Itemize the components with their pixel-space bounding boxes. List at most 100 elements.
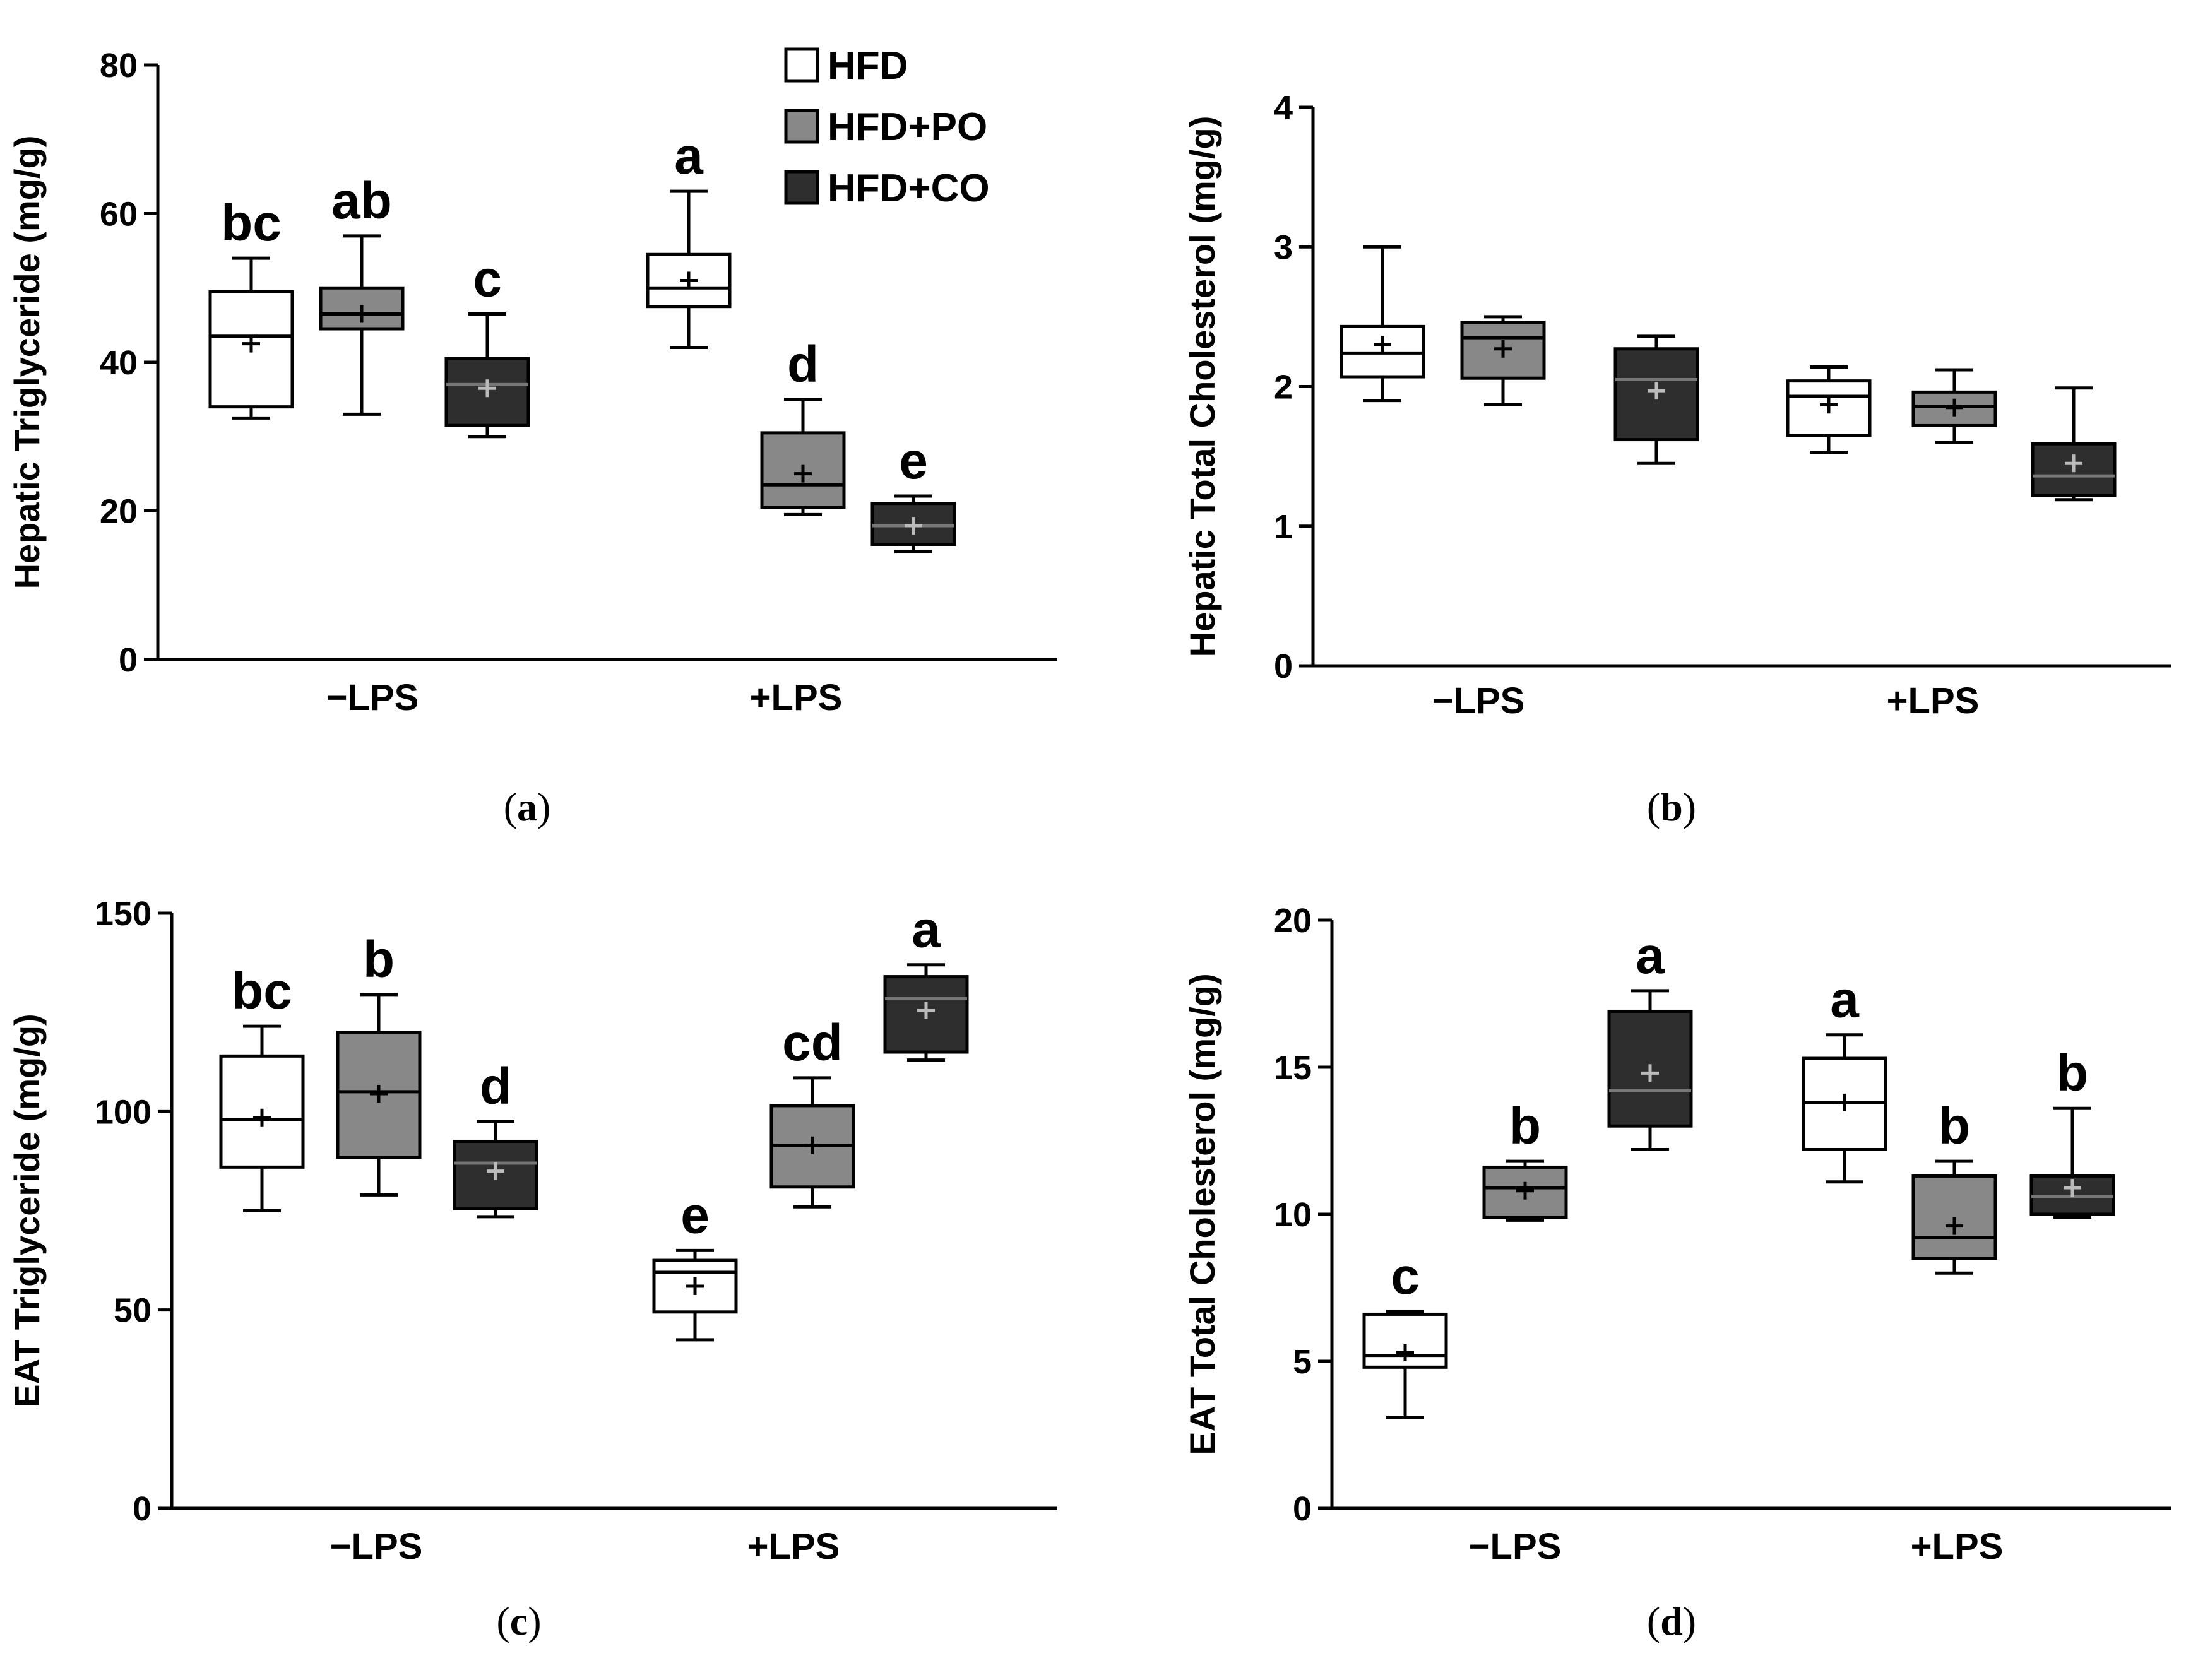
y-tick-label: 20 [1274,902,1312,940]
box-hfd-plus-lps: a [1802,971,1887,1184]
mean-marker [917,1002,935,1020]
mean-marker [1946,1217,1963,1235]
y-tick-label: 0 [133,1490,151,1528]
y-tick-label: 4 [1274,89,1293,127]
box-hfd-po-minus-lps: b [1482,1097,1568,1222]
mean-marker [1820,396,1838,414]
legend-swatch [784,170,819,205]
box-hfd-po-minus-lps [1460,315,1546,406]
y-tick-label: 50 [114,1292,151,1330]
significance-letter: ab [331,172,392,230]
significance-letter: bc [221,194,282,252]
mean-marker [686,1277,704,1295]
box-hfd-co-minus-lps [1613,334,1699,465]
y-tick-label: 0 [1274,648,1293,685]
x-group-label: +LPS [747,1526,840,1567]
significance-letter: b [2057,1044,2088,1102]
panel-b: 0 1 2 3 4 Hepatic Total Cholesterol (mg/g) −LP… [1182,89,2171,829]
box-hfd-minus-lps: bc [208,194,294,420]
y-tick-label: 60 [100,196,138,234]
panel-caption-letter: b [1660,784,1683,829]
y-tick-label: 150 [95,895,151,933]
y-tick-label: 15 [1274,1049,1312,1087]
mean-marker [1946,398,1963,417]
significance-letter: e [899,432,928,490]
box-hfd-po-minus-lps: ab [319,172,405,416]
panel-caption-letter: c [510,1599,528,1643]
x-group-label: +LPS [750,677,843,718]
significance-letter: b [1939,1097,1970,1155]
significance-letter: cd [782,1014,843,1072]
y-axis-title: Hepatic Total Cholesterol (mg/g) [1182,116,1222,658]
y-tick-label: 20 [100,493,138,531]
y-tick-label: 0 [1293,1490,1312,1528]
box-hfd-po-plus-lps: cd [769,1014,855,1209]
panel-caption: (b) [1647,784,1696,829]
panel-caption: (d) [1647,1599,1696,1643]
y-tick-label: 10 [1274,1196,1312,1234]
panel-d: 0 5 10 15 20 EAT Total Cholesterol (mg/g) −LPS… [1182,902,2171,1643]
significance-letter: a [1636,927,1665,985]
box-hfd-plus-lps: a [646,127,732,349]
significance-letter: a [912,901,941,959]
box-iqr [444,357,530,427]
box-hfd-plus-lps [1786,365,1872,454]
mean-marker [1648,382,1665,400]
mean-marker [1836,1093,1853,1111]
significance-letter: c [473,250,502,307]
y-axis-title: EAT Triglyceride (mg/g) [7,1014,47,1407]
legend-label: HFD+CO [828,167,990,210]
legend-label: HFD [828,44,908,88]
box-hfd-po-plus-lps [1911,368,1997,444]
mean-marker [242,334,260,353]
box-iqr [760,431,846,509]
mean-marker [1396,1344,1414,1362]
mean-marker [253,1108,271,1127]
y-tick-label: 80 [100,47,138,85]
legend-swatch [784,47,819,83]
significance-letter: b [1509,1097,1541,1155]
mean-marker [794,464,812,483]
y-tick-label: 1 [1274,508,1293,546]
mean-marker [1516,1181,1534,1200]
box-hfd-po-minus-lps: b [336,931,422,1197]
box-hfd-co-plus-lps: e [870,432,956,553]
significance-letter: c [1391,1248,1420,1305]
box-hfd-co-minus-lps: c [444,250,530,439]
box-hfd-co-plus-lps: b [2029,1044,2115,1219]
box-hfd-co-plus-lps [2031,386,2117,502]
y-axis-title: Hepatic Triglyceride (mg/g) [7,136,47,589]
legend-swatch [784,109,819,144]
significance-letter: e [680,1186,710,1244]
y-tick-label: 2 [1274,369,1293,406]
significance-letter: a [1830,971,1860,1029]
legend: HFD HFD+PO HFD+CO [784,44,990,210]
legend-item-hfd-co: HFD+CO [784,167,990,210]
mean-marker [353,305,371,323]
y-tick-label: 5 [1293,1343,1312,1381]
mean-marker [2065,454,2082,473]
panel-caption: (a) [504,784,551,829]
box-hfd-minus-lps: c [1362,1248,1448,1419]
significance-letter: d [787,336,819,393]
mean-marker [370,1085,388,1103]
x-group-label: −LPS [1432,680,1525,721]
panel-caption: (c) [496,1599,541,1643]
y-axis-title: EAT Total Cholesterol (mg/g) [1182,973,1222,1455]
panel-caption-letter: d [1660,1599,1683,1643]
significance-letter: a [674,127,704,185]
mean-marker [478,379,496,398]
mean-marker [680,271,698,290]
mean-marker [804,1136,821,1154]
box-hfd-co-plus-lps: a [883,901,969,1062]
panel-a: 0 20 40 60 80 Hepatic Triglyceride (mg/g) −LPS… [7,47,1057,829]
x-group-label: −LPS [330,1526,423,1567]
mean-marker [1641,1064,1659,1082]
legend-label: HFD+PO [828,105,987,149]
box-hfd-po-plus-lps: d [760,336,846,516]
panel-c: 0 50 100 150 EAT Triglyceride (mg/g) −LPS +LPS… [7,895,1057,1643]
y-tick-label: 100 [95,1093,151,1131]
x-group-label: −LPS [326,677,419,718]
